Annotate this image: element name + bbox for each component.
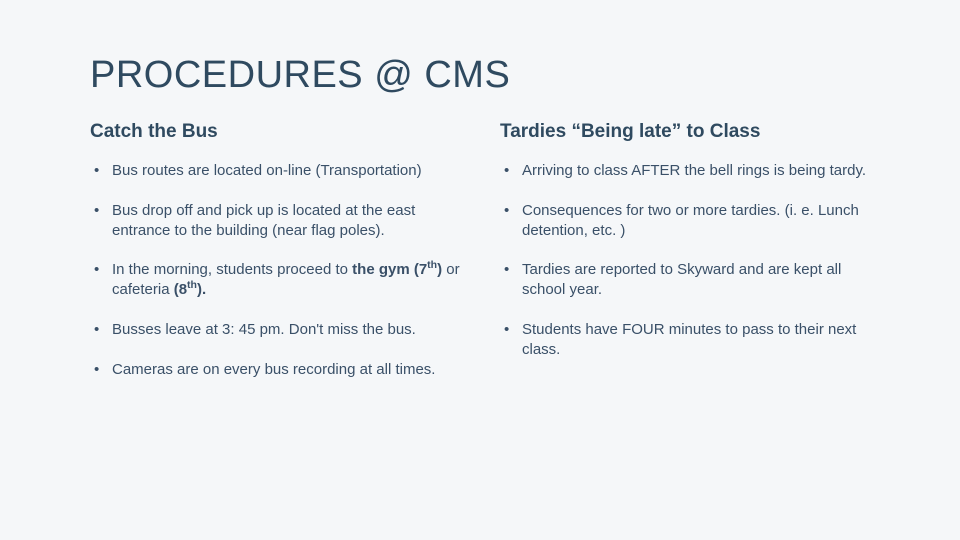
list-item: Bus drop off and pick up is located at t… xyxy=(90,201,460,241)
content-columns: Catch the Bus Bus routes are located on-… xyxy=(90,121,870,400)
slide-title: PROCEDURES @ CMS xyxy=(90,54,870,97)
list-item: Consequences for two or more tardies. (i… xyxy=(500,201,870,241)
left-column: Catch the Bus Bus routes are located on-… xyxy=(90,121,460,400)
list-item: Tardies are reported to Skyward and are … xyxy=(500,260,870,300)
left-bullet-list: Bus routes are located on-line (Transpor… xyxy=(90,161,460,380)
right-subheading: Tardies “Being late” to Class xyxy=(500,121,870,143)
right-column: Tardies “Being late” to Class Arriving t… xyxy=(500,121,870,400)
list-item: Busses leave at 3: 45 pm. Don't miss the… xyxy=(90,320,460,340)
list-item: Students have FOUR minutes to pass to th… xyxy=(500,320,870,360)
list-item: Cameras are on every bus recording at al… xyxy=(90,360,460,380)
left-subheading: Catch the Bus xyxy=(90,121,460,143)
list-item: Bus routes are located on-line (Transpor… xyxy=(90,161,460,181)
list-item: Arriving to class AFTER the bell rings i… xyxy=(500,161,870,181)
right-bullet-list: Arriving to class AFTER the bell rings i… xyxy=(500,161,870,360)
list-item: In the morning, students proceed to the … xyxy=(90,260,460,300)
